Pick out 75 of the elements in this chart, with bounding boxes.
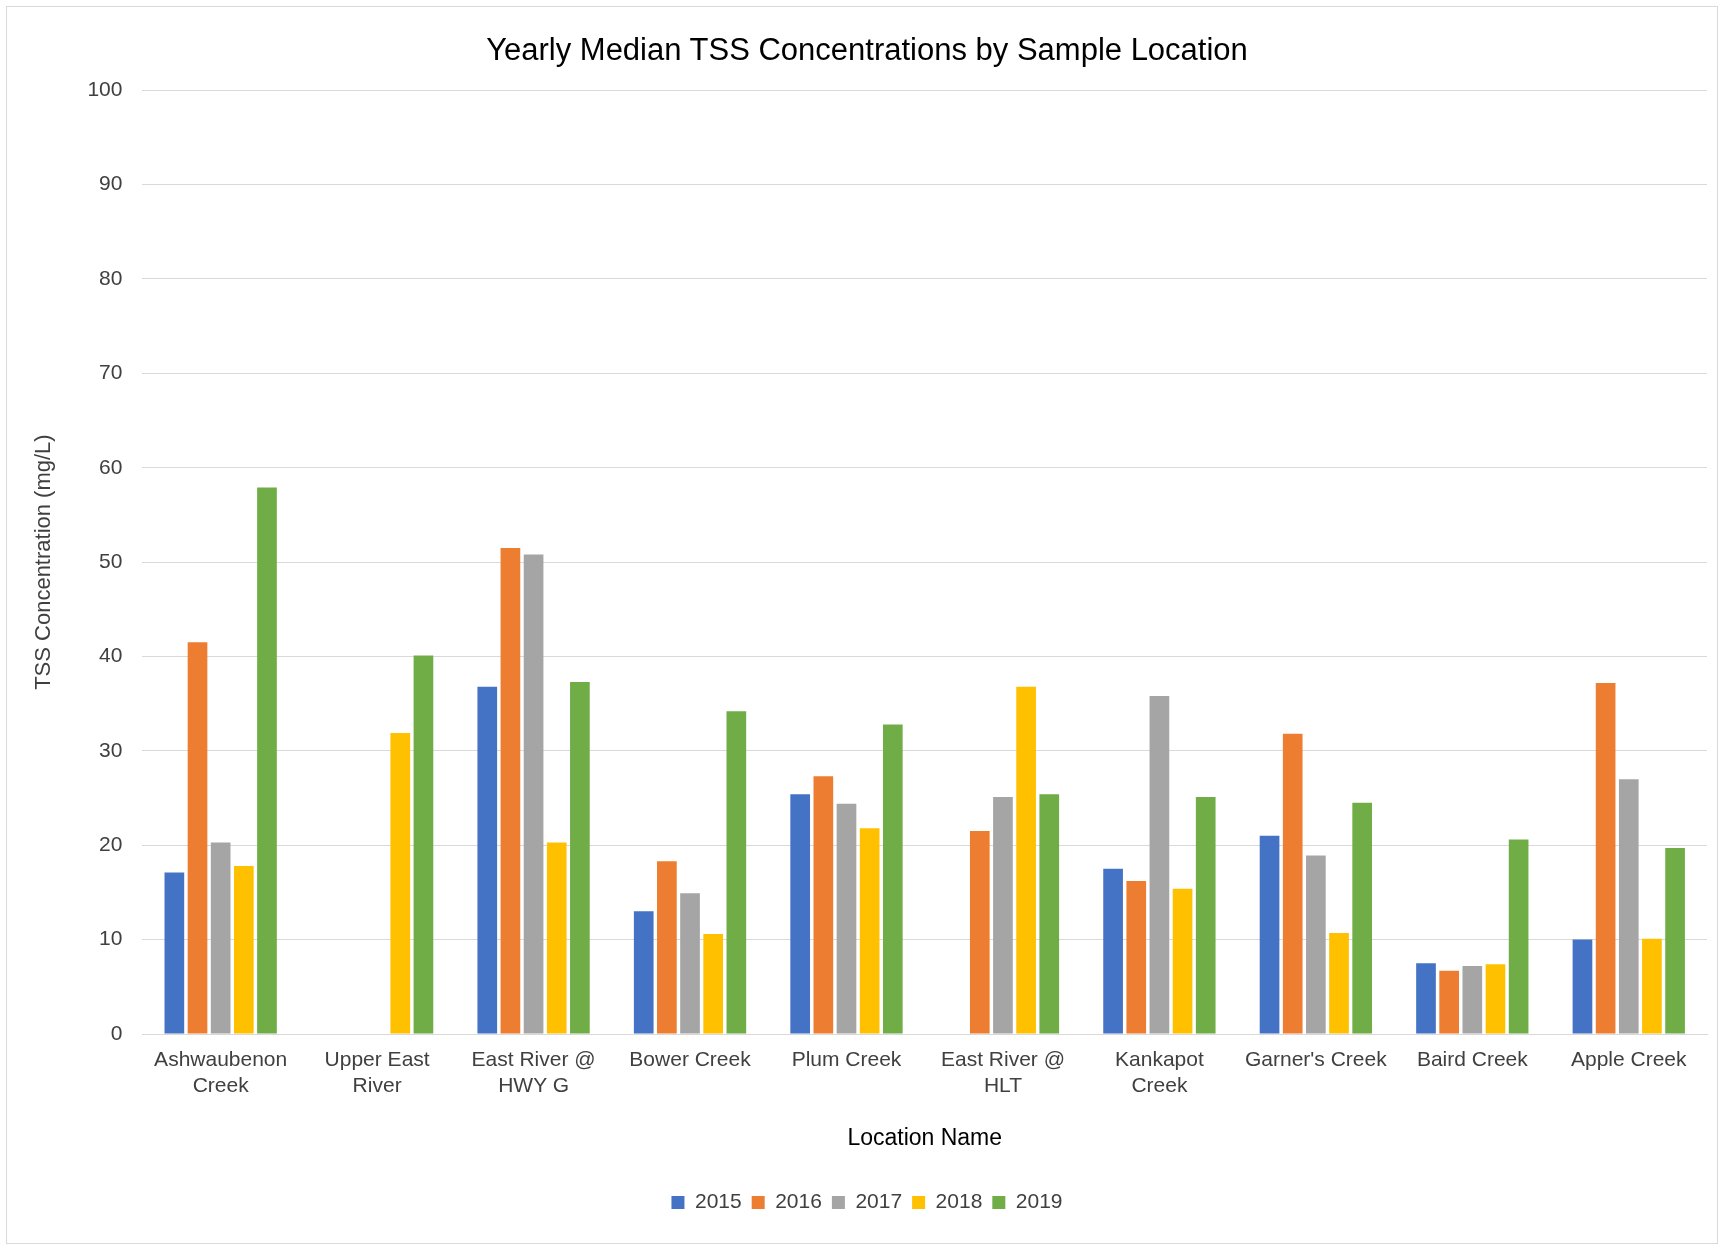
bar xyxy=(1126,881,1147,1034)
y-tick-label: 90 xyxy=(99,171,123,195)
bar xyxy=(657,861,677,1034)
bar xyxy=(233,866,254,1034)
bar xyxy=(1642,938,1662,1034)
bar xyxy=(1306,855,1326,1034)
bar xyxy=(1282,733,1303,1034)
bar xyxy=(993,797,1013,1034)
bar xyxy=(680,893,700,1034)
y-tick-label: 100 xyxy=(87,77,123,100)
x-axis-title: Location Name xyxy=(847,1123,1003,1150)
y-tick-label: 30 xyxy=(99,737,123,761)
x-tick-label: Apple Creek xyxy=(1570,1047,1688,1071)
bar xyxy=(390,732,411,1034)
bar xyxy=(1149,696,1170,1034)
y-axis-title: TSS Concentration (mg/L) xyxy=(30,434,56,690)
legend-label: 2019 xyxy=(1015,1189,1063,1213)
bar xyxy=(570,681,590,1034)
bar xyxy=(1508,839,1529,1034)
bar xyxy=(969,831,990,1034)
x-tick-label: Garner's Creek xyxy=(1244,1047,1388,1071)
bar xyxy=(836,803,857,1034)
bar xyxy=(1618,779,1639,1034)
bar xyxy=(882,724,903,1034)
y-tick-label: 10 xyxy=(99,926,123,950)
bar xyxy=(790,794,811,1034)
x-tick-label: Bower Creek xyxy=(629,1047,752,1071)
bar xyxy=(813,776,834,1034)
y-tick-label: 40 xyxy=(99,643,123,667)
bar xyxy=(546,842,567,1034)
bar xyxy=(1485,964,1506,1034)
bar xyxy=(1195,797,1216,1034)
bar xyxy=(1595,682,1616,1034)
bar xyxy=(523,554,544,1034)
bar xyxy=(1016,686,1036,1034)
bar xyxy=(726,711,747,1034)
bar xyxy=(1039,794,1060,1034)
legend-label: 2015 xyxy=(694,1189,742,1213)
y-tick-label: 60 xyxy=(99,454,123,478)
y-tick-label: 70 xyxy=(99,360,123,384)
bar xyxy=(703,933,724,1034)
x-tick-label: Baird Creek xyxy=(1416,1047,1529,1071)
bar xyxy=(413,655,434,1034)
bar xyxy=(1259,835,1280,1034)
bar xyxy=(1103,868,1123,1034)
legend-label: 2017 xyxy=(855,1189,903,1213)
bar xyxy=(1665,848,1685,1034)
chart-title: Yearly Median TSS Concentrations by Sample Location xyxy=(486,32,1248,68)
legend-label: 2018 xyxy=(935,1189,983,1213)
bar xyxy=(1172,888,1193,1034)
bar xyxy=(164,872,185,1034)
bar xyxy=(477,686,498,1034)
bar xyxy=(187,642,208,1034)
legend-label: 2016 xyxy=(775,1189,822,1213)
y-tick-label: 50 xyxy=(99,548,123,572)
x-tick-label: Ashwaubenon Creek xyxy=(154,1047,288,1096)
bar xyxy=(1352,802,1373,1034)
x-tick-label: East River @ HWY G xyxy=(471,1047,596,1096)
y-tick-label: 20 xyxy=(99,832,123,856)
bar xyxy=(1329,933,1349,1034)
y-tick-label: 80 xyxy=(99,265,123,289)
bar xyxy=(859,828,880,1034)
bar xyxy=(1416,963,1436,1034)
bar xyxy=(1439,970,1459,1034)
x-tick-label: East River @ HLT xyxy=(940,1047,1065,1096)
bar xyxy=(1572,939,1593,1034)
bar xyxy=(257,487,277,1034)
y-tick-label: 0 xyxy=(110,1020,123,1044)
x-tick-label: Upper East River xyxy=(324,1047,430,1096)
bar xyxy=(633,911,654,1034)
x-tick-label: Kankapot Creek xyxy=(1115,1047,1204,1096)
x-tick-label: Plum Creek xyxy=(791,1047,902,1071)
bar xyxy=(500,547,521,1034)
bar xyxy=(210,842,231,1034)
bar xyxy=(1462,966,1483,1034)
